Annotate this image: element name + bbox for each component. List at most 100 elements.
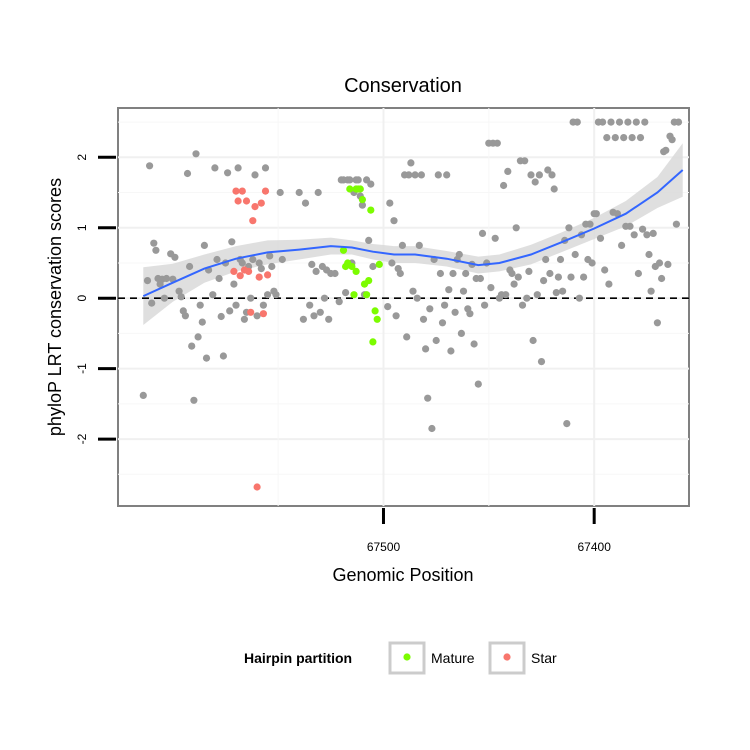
point-other (148, 299, 156, 307)
point-other (476, 274, 484, 283)
point-star (247, 308, 255, 316)
point-other (213, 255, 221, 264)
confidence-band (143, 143, 683, 325)
point-mature (375, 260, 383, 268)
point-other (232, 301, 240, 309)
point-other (649, 229, 657, 237)
point-star (245, 267, 253, 275)
point-other (462, 269, 470, 278)
point-other (278, 255, 286, 264)
point-other (525, 267, 533, 275)
point-other (365, 236, 373, 244)
point-other (620, 134, 628, 142)
point-other (641, 118, 649, 126)
point-other (457, 329, 465, 337)
point-other (312, 267, 320, 275)
point-other (618, 241, 626, 249)
point-other (398, 241, 406, 249)
point-other (466, 310, 474, 318)
point-other (658, 274, 666, 283)
point-other (672, 220, 681, 228)
point-mature (363, 291, 371, 299)
point-other (342, 289, 350, 297)
point-other (636, 134, 645, 142)
point-other (306, 301, 314, 309)
y-tick-label: -2 (75, 433, 89, 444)
point-other (181, 312, 189, 320)
point-other (183, 169, 192, 178)
point-other (632, 118, 640, 126)
point-other (264, 291, 272, 299)
data-points (139, 118, 683, 491)
point-other (571, 250, 579, 259)
point-other (335, 298, 343, 306)
point-other (160, 294, 168, 302)
point-other (261, 164, 270, 172)
point-other (573, 118, 581, 126)
point-other (630, 231, 638, 239)
point-other (512, 224, 520, 232)
point-other (217, 312, 225, 321)
point-star (238, 187, 246, 195)
point-other (390, 217, 398, 225)
point-other (653, 319, 662, 327)
point-star (249, 217, 257, 225)
point-other (226, 307, 234, 315)
x-axis: 67500 67400 (367, 508, 611, 554)
point-other (405, 171, 413, 179)
point-other (369, 262, 377, 271)
point-other (563, 420, 571, 428)
point-other (150, 239, 158, 247)
point-other (565, 224, 573, 232)
point-star (251, 203, 259, 211)
point-other (554, 273, 563, 281)
point-star (261, 187, 270, 195)
point-star (255, 273, 263, 281)
point-other (224, 169, 232, 177)
point-other (272, 291, 280, 299)
point-other (546, 269, 554, 278)
point-other (451, 308, 459, 316)
point-other (358, 201, 366, 209)
point-other (240, 315, 248, 323)
point-other (596, 234, 605, 242)
point-other (559, 287, 567, 295)
point-other (403, 333, 411, 341)
point-other (310, 312, 318, 320)
point-other (647, 287, 655, 295)
point-mature (346, 185, 354, 193)
point-other (481, 301, 489, 309)
point-other (533, 291, 541, 299)
point-other (255, 259, 263, 267)
point-other (320, 294, 329, 302)
point-other (259, 301, 267, 309)
point-other (603, 134, 611, 142)
point-other (643, 231, 651, 239)
point-other (426, 305, 434, 313)
point-other (276, 188, 284, 197)
point-other (611, 134, 619, 142)
point-other (605, 280, 613, 288)
point-other (474, 380, 482, 388)
point-other (228, 238, 236, 246)
point-other (459, 287, 468, 295)
loess-smooth-line (142, 169, 684, 298)
point-other (500, 181, 508, 190)
point-other (443, 171, 451, 179)
point-other (190, 396, 198, 404)
y-axis-title: phyloP LRT conservation scores (45, 178, 65, 436)
point-other (615, 118, 624, 126)
point-mature (373, 315, 381, 323)
point-other (268, 262, 276, 271)
point-other (171, 253, 179, 261)
legend: Hairpin partition Mature Star (244, 641, 557, 675)
chart-title: Conservation (344, 75, 462, 97)
point-other (438, 319, 447, 327)
point-other (200, 241, 208, 249)
point-other (470, 340, 478, 348)
point-other (388, 259, 396, 267)
point-other (592, 210, 600, 218)
point-mature (350, 291, 358, 299)
point-other (436, 269, 444, 278)
point-other (645, 250, 653, 259)
